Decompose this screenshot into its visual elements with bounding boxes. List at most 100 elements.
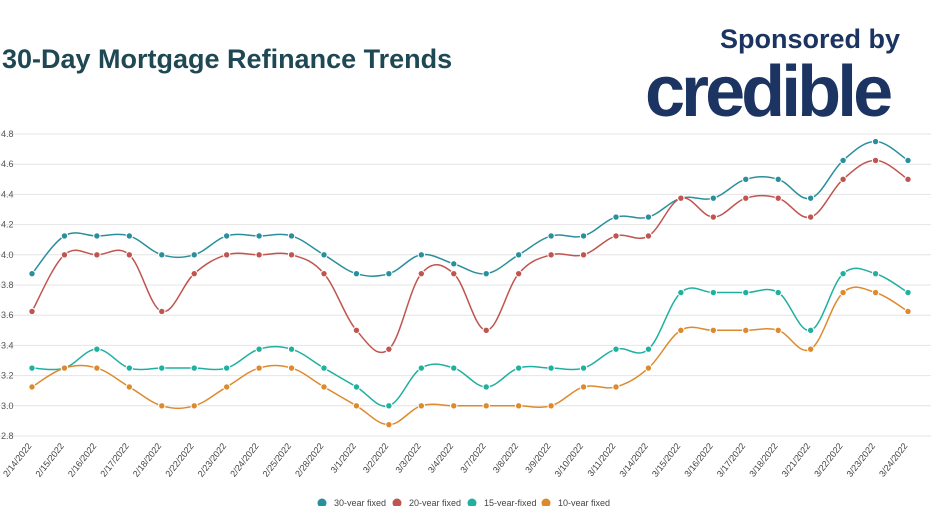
data-point	[806, 194, 815, 202]
y-tick-label: 3.2	[1, 371, 14, 381]
data-point	[709, 194, 718, 202]
x-tick-label: 3/21/2022	[780, 441, 813, 479]
legend-marker	[392, 498, 402, 506]
data-point	[417, 364, 426, 372]
data-point	[60, 232, 69, 240]
data-point	[255, 345, 263, 353]
data-point	[871, 269, 880, 278]
series-lines	[31, 140, 909, 426]
data-point	[774, 288, 782, 297]
x-tick-label: 3/3/2022	[393, 441, 422, 475]
data-point	[93, 345, 101, 353]
data-point	[385, 269, 393, 278]
y-tick-label: 2.8	[1, 431, 14, 441]
x-tick-label: 3/17/2022	[715, 441, 748, 479]
data-point	[677, 326, 685, 334]
legend-label: 30-year fixed	[334, 498, 386, 506]
data-point	[514, 402, 523, 410]
x-tick-label: 3/1/2022	[329, 441, 358, 475]
x-tick-label: 3/24/2022	[877, 441, 910, 479]
data-point	[579, 232, 588, 240]
data-point	[385, 345, 393, 353]
data-point	[28, 307, 36, 316]
data-point	[125, 251, 134, 259]
data-point	[125, 232, 134, 240]
data-point	[612, 383, 620, 391]
data-point	[93, 251, 101, 259]
data-point	[839, 288, 847, 297]
series-line	[31, 159, 909, 354]
data-point	[320, 383, 328, 391]
data-point	[644, 345, 653, 353]
y-tick-label: 4.4	[1, 189, 14, 199]
data-point	[677, 288, 685, 297]
data-point	[287, 345, 296, 353]
y-tick-label: 3.8	[1, 280, 14, 290]
x-tick-label: 3/7/2022	[458, 441, 487, 475]
data-point	[644, 364, 653, 372]
x-tick-label: 3/4/2022	[426, 441, 455, 475]
data-point	[190, 364, 198, 372]
data-point	[255, 232, 263, 240]
data-point	[514, 269, 523, 278]
series-line	[31, 286, 909, 426]
x-tick-label: 3/9/2022	[523, 441, 552, 475]
x-tick-label: 2/25/2022	[261, 441, 294, 479]
x-tick-label: 3/8/2022	[491, 441, 520, 475]
x-axis: 2/14/2022 2/15/2022 2/16/2022 2/17/2022 2/18…	[1, 441, 910, 479]
y-tick-label: 3.4	[1, 340, 14, 350]
data-point	[255, 364, 263, 372]
data-point	[287, 364, 296, 372]
x-tick-label: 3/11/2022	[585, 441, 617, 478]
legend-marker	[541, 498, 551, 506]
data-point	[871, 156, 880, 165]
data-point	[482, 383, 490, 391]
data-point	[125, 364, 134, 372]
sponsor-logo: credible	[645, 52, 893, 132]
data-point	[774, 175, 782, 184]
data-point	[385, 420, 393, 429]
x-tick-label: 2/17/2022	[98, 441, 131, 479]
data-point	[60, 251, 69, 259]
data-point	[644, 232, 653, 240]
data-point	[28, 364, 36, 372]
data-point	[742, 326, 750, 334]
data-point	[612, 213, 620, 221]
data-point	[158, 402, 166, 410]
data-point	[320, 364, 328, 372]
x-tick-label: 2/23/2022	[196, 441, 229, 479]
data-point	[450, 402, 458, 410]
data-point	[612, 232, 620, 240]
data-point	[352, 402, 361, 410]
legend-label: 20-year fixed	[409, 498, 461, 506]
data-point	[612, 345, 620, 353]
data-point	[742, 288, 750, 297]
data-point	[547, 402, 555, 410]
data-point	[742, 175, 750, 184]
x-tick-label: 2/28/2022	[293, 441, 326, 479]
data-point	[904, 288, 912, 297]
data-point	[93, 232, 101, 240]
data-point	[190, 251, 198, 259]
y-tick-label: 4.8	[1, 129, 14, 139]
legend-marker	[317, 498, 327, 506]
data-point	[222, 364, 231, 372]
y-tick-label: 4.6	[1, 159, 14, 169]
data-point	[514, 364, 523, 372]
data-point	[158, 307, 166, 316]
data-point	[839, 156, 847, 165]
data-point	[774, 326, 782, 334]
data-point	[352, 326, 361, 334]
legend-label: 10-year fixed	[558, 498, 610, 506]
grid-lines	[0, 133, 931, 437]
y-tick-label: 4.2	[1, 220, 14, 230]
data-point	[547, 364, 555, 372]
data-point	[93, 364, 101, 372]
data-point	[287, 251, 296, 259]
data-point	[839, 175, 847, 184]
x-tick-label: 2/14/2022	[1, 441, 34, 479]
x-tick-label: 3/10/2022	[553, 441, 586, 479]
data-point	[709, 326, 718, 334]
x-tick-label: 3/2/2022	[361, 441, 390, 475]
